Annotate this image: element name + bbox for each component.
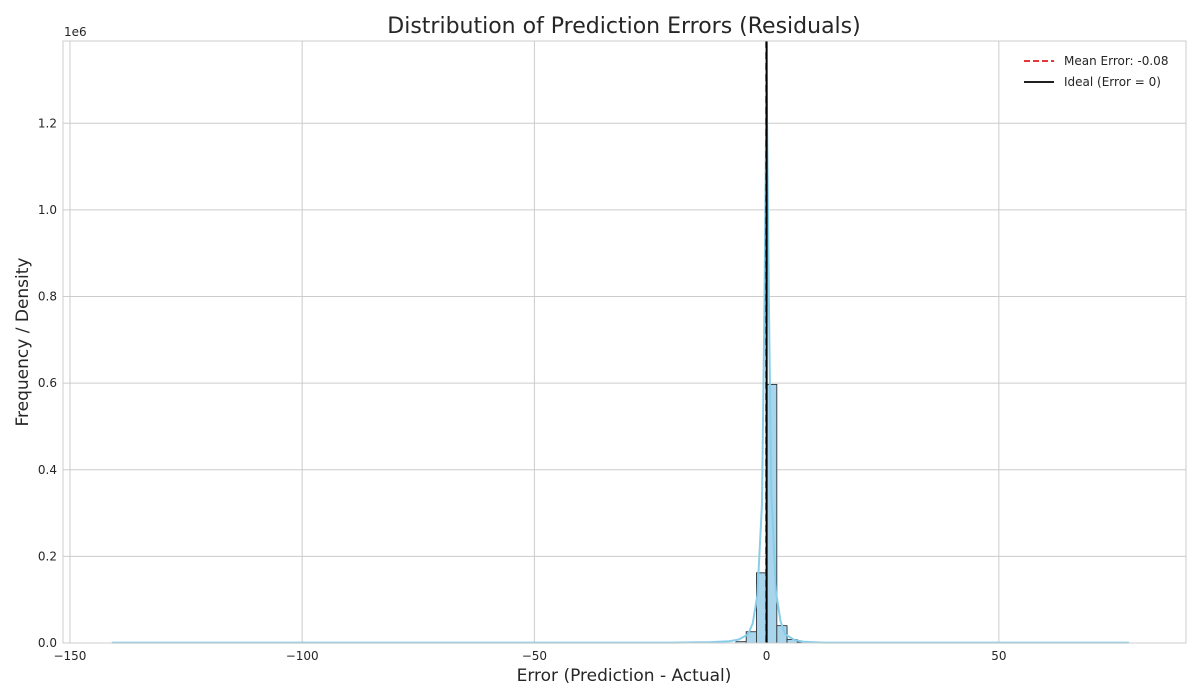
y-tick-label: 0.4: [38, 463, 57, 477]
legend-label-ideal: Ideal (Error = 0): [1064, 75, 1161, 89]
y-tick-label: 0.2: [38, 549, 57, 563]
chart-title: Distribution of Prediction Errors (Resid…: [387, 14, 860, 39]
y-axis-ticks: 0.0 0.2 0.4 0.6 0.8 1.0 1.2: [38, 116, 57, 650]
x-tick-label: −50: [522, 649, 547, 663]
x-tick-label: 0: [763, 649, 771, 663]
y-tick-label: 0.0: [38, 636, 57, 650]
y-tick-label: 0.6: [38, 376, 57, 390]
y-axis-offset-label: 1e6: [64, 25, 87, 39]
legend-label-mean-error: Mean Error: -0.08: [1064, 54, 1168, 68]
y-tick-label: 1.0: [38, 203, 57, 217]
x-axis-ticks: −150 −100 −50 0 50: [53, 649, 1006, 663]
y-axis-label: Frequency / Density: [13, 258, 33, 427]
plot-frame: [62, 40, 1187, 644]
y-tick-label: 0.8: [38, 290, 57, 304]
legend-box: [1015, 48, 1155, 96]
x-tick-label: −150: [53, 649, 86, 663]
x-tick-label: 50: [991, 649, 1006, 663]
x-axis-label: Error (Prediction - Actual): [517, 666, 732, 686]
legend: Mean Error: -0.08 Ideal (Error = 0): [1015, 48, 1168, 96]
x-tick-label: −100: [286, 649, 319, 663]
y-tick-label: 1.2: [38, 116, 57, 130]
